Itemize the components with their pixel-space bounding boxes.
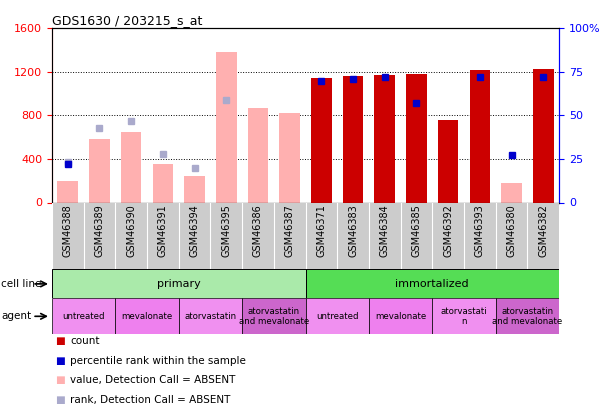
- Text: atorvastatin: atorvastatin: [185, 312, 236, 321]
- Text: mevalonate: mevalonate: [122, 312, 173, 321]
- Bar: [279, 113, 300, 202]
- Text: mevalonate: mevalonate: [375, 312, 426, 321]
- Bar: [496, 298, 559, 334]
- Text: ■: ■: [55, 395, 65, 405]
- Text: GSM46391: GSM46391: [158, 205, 168, 257]
- Text: cell line: cell line: [1, 279, 42, 289]
- Bar: [52, 298, 115, 334]
- Text: GSM46383: GSM46383: [348, 205, 358, 257]
- Text: GSM46371: GSM46371: [316, 205, 326, 258]
- Bar: [406, 74, 426, 202]
- Text: untreated: untreated: [62, 312, 105, 321]
- Text: GSM46394: GSM46394: [189, 205, 200, 257]
- Bar: [306, 269, 559, 298]
- Bar: [306, 298, 369, 334]
- Bar: [247, 108, 268, 202]
- Bar: [433, 298, 496, 334]
- Text: GSM46389: GSM46389: [95, 205, 104, 257]
- Text: GSM46390: GSM46390: [126, 205, 136, 257]
- Text: atorvastatin
and mevalonate: atorvastatin and mevalonate: [492, 307, 563, 326]
- Text: rank, Detection Call = ABSENT: rank, Detection Call = ABSENT: [70, 395, 230, 405]
- Bar: [533, 68, 554, 202]
- Text: atorvastatin
and mevalonate: atorvastatin and mevalonate: [239, 307, 309, 326]
- Text: percentile rank within the sample: percentile rank within the sample: [70, 356, 246, 366]
- Text: ■: ■: [55, 356, 65, 366]
- Bar: [121, 132, 142, 202]
- Bar: [52, 269, 306, 298]
- Text: atorvastati
n: atorvastati n: [441, 307, 488, 326]
- Text: GSM46384: GSM46384: [380, 205, 390, 257]
- Bar: [469, 70, 490, 202]
- Bar: [501, 183, 522, 202]
- Bar: [311, 79, 332, 202]
- Bar: [375, 75, 395, 202]
- Text: ■: ■: [55, 337, 65, 346]
- Bar: [438, 120, 458, 202]
- Text: GSM46386: GSM46386: [253, 205, 263, 257]
- Text: count: count: [70, 337, 100, 346]
- Text: ■: ■: [55, 375, 65, 385]
- Text: GSM46393: GSM46393: [475, 205, 485, 257]
- Text: GSM46382: GSM46382: [538, 205, 548, 258]
- Text: GSM46392: GSM46392: [443, 205, 453, 258]
- Bar: [343, 76, 364, 202]
- Bar: [57, 181, 78, 202]
- Text: GSM46380: GSM46380: [507, 205, 516, 257]
- Bar: [115, 298, 179, 334]
- Text: untreated: untreated: [316, 312, 359, 321]
- Bar: [153, 164, 173, 202]
- Text: GSM46395: GSM46395: [221, 205, 231, 258]
- Bar: [89, 139, 110, 202]
- Text: agent: agent: [1, 311, 31, 321]
- Text: GSM46385: GSM46385: [411, 205, 422, 258]
- Bar: [179, 298, 242, 334]
- Text: value, Detection Call = ABSENT: value, Detection Call = ABSENT: [70, 375, 236, 385]
- Text: GDS1630 / 203215_s_at: GDS1630 / 203215_s_at: [52, 14, 202, 27]
- Bar: [185, 177, 205, 202]
- Bar: [216, 52, 236, 202]
- Text: GSM46387: GSM46387: [285, 205, 295, 258]
- Text: primary: primary: [157, 279, 200, 289]
- Text: immortalized: immortalized: [395, 279, 469, 289]
- Bar: [242, 298, 306, 334]
- Text: GSM46388: GSM46388: [63, 205, 73, 257]
- Bar: [369, 298, 433, 334]
